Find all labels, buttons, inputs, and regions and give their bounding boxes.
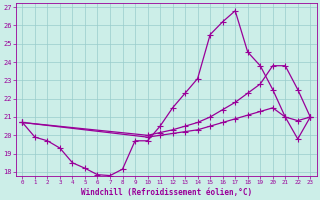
X-axis label: Windchill (Refroidissement éolien,°C): Windchill (Refroidissement éolien,°C): [81, 188, 252, 197]
